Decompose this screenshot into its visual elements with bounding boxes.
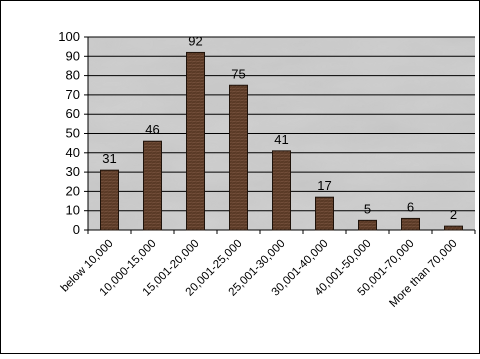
data-label: 6 bbox=[407, 199, 414, 214]
data-label: 75 bbox=[231, 66, 245, 81]
data-label: 46 bbox=[145, 122, 159, 137]
bar bbox=[315, 196, 334, 231]
y-tick-label: 30 bbox=[66, 164, 80, 179]
bar-series bbox=[100, 51, 463, 231]
bar bbox=[444, 225, 463, 231]
y-tick-label: 90 bbox=[66, 48, 80, 63]
x-axis: below 10,00010,000-15,00015,001-20,00020… bbox=[59, 230, 476, 310]
y-tick-label: 0 bbox=[73, 222, 80, 237]
bar bbox=[143, 140, 162, 231]
y-tick-label: 80 bbox=[66, 68, 80, 83]
data-label: 41 bbox=[274, 132, 288, 147]
data-label: 31 bbox=[102, 151, 116, 166]
data-label: 92 bbox=[188, 33, 202, 48]
y-tick-label: 70 bbox=[66, 87, 80, 102]
y-tick-label: 10 bbox=[66, 203, 80, 218]
data-labels: 31 46 92 75 41 17 5 6 2 bbox=[102, 33, 457, 222]
y-tick-label: 100 bbox=[58, 29, 80, 44]
bar bbox=[401, 217, 420, 231]
data-label: 2 bbox=[450, 207, 457, 222]
y-tick-label: 50 bbox=[66, 126, 80, 141]
bar bbox=[229, 84, 248, 231]
y-tick-label: 60 bbox=[66, 106, 80, 121]
y-tick-label: 40 bbox=[66, 145, 80, 160]
bar bbox=[186, 51, 205, 231]
y-tick-label: 20 bbox=[66, 183, 80, 198]
bar bbox=[358, 219, 377, 231]
bar bbox=[272, 150, 291, 231]
data-label: 5 bbox=[364, 201, 371, 216]
bar bbox=[100, 169, 119, 231]
data-label: 17 bbox=[317, 178, 331, 193]
